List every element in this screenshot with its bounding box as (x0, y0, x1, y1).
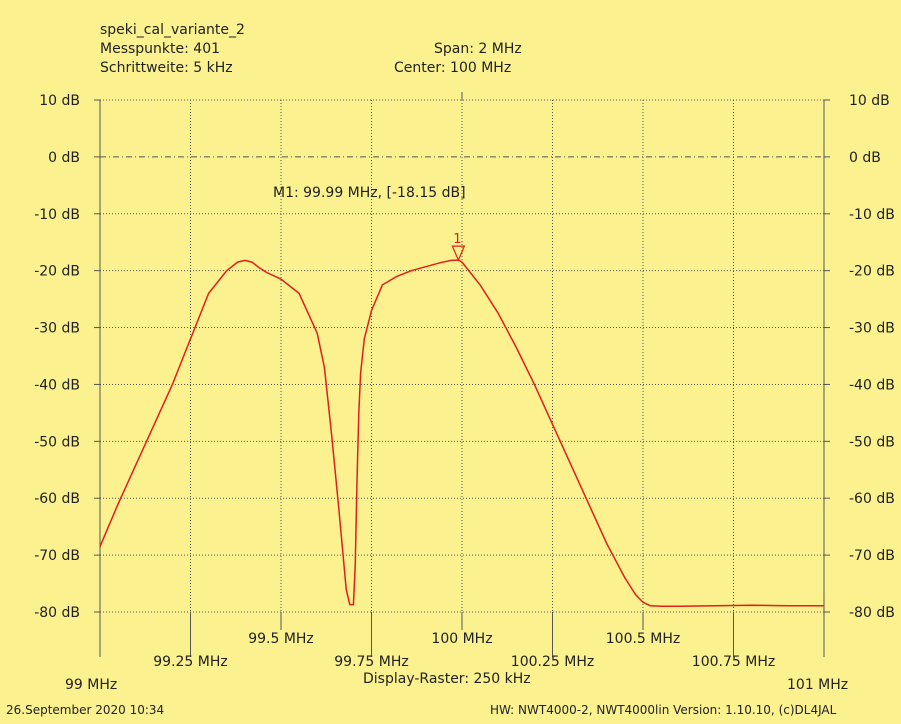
y-tick-label: 0 dB (48, 150, 80, 166)
center-label: Center: 100 MHz (394, 60, 512, 76)
trace-layer (99, 259, 824, 608)
measurement-points: Messpunkte: 401 (100, 41, 221, 57)
marker-triangle (451, 245, 466, 262)
y-tick-label: -20 dB (34, 264, 80, 280)
x-tick-label: 99.25 MHz (153, 654, 227, 670)
marker-number: 1 (453, 232, 461, 247)
y-tick-label: -10 dB (34, 207, 80, 223)
y-tick-label: 10 dB (39, 93, 80, 109)
x-tick-label: 100.75 MHz (692, 654, 775, 670)
y-tick-label: -60 dB (34, 491, 80, 507)
x-tick-label: 101 MHz (787, 677, 848, 693)
hardware-info: HW: NWT4000-2, NWT4000lin Version: 1.10.… (490, 703, 837, 717)
y-tick-label: -20 dB (849, 264, 895, 280)
marker-readout: M1: 99.99 MHz, [-18.15 dB] (273, 185, 466, 201)
y-tick-label: -50 dB (849, 434, 895, 450)
span-label: Span: 2 MHz (434, 41, 522, 57)
y-tick-label: -50 dB (34, 434, 80, 450)
y-tick-label: -80 dB (849, 605, 895, 621)
y-tick-label: -70 dB (849, 548, 895, 564)
y-tick-label: -80 dB (34, 605, 80, 621)
measurement-name: speki_cal_variante_2 (100, 22, 245, 38)
y-tick-label: -40 dB (34, 377, 80, 393)
y-tick-label: -30 dB (849, 321, 895, 337)
grid (100, 99, 824, 613)
x-tick-label: 99 MHz (65, 677, 117, 693)
y-tick-label: 10 dB (849, 93, 890, 109)
display-raster: Display-Raster: 250 kHz (363, 671, 531, 687)
y-tick-label: -60 dB (849, 491, 895, 507)
y-tick-label: -70 dB (34, 548, 80, 564)
y-tick-labels-right: 10 dB 0 dB -10 dB -20 dB -30 dB -40 dB -50 dB -… (849, 93, 895, 621)
x-tick-label: 100 MHz (431, 631, 492, 647)
y-tick-labels-left: 10 dB 0 dB -10 dB -20 dB -30 dB -40 dB -50 dB -… (34, 93, 80, 621)
trace-line (99, 259, 824, 608)
axes (94, 92, 830, 657)
x-tick-labels: 99 MHz 99.25 MHz 99.5 MHz 99.75 MHz 100 MHz 1… (65, 631, 848, 693)
marker-layer: 1 (451, 232, 466, 262)
y-tick-label: -40 dB (849, 377, 895, 393)
timestamp: 26.September 2020 10:34 (6, 703, 165, 717)
y-tick-label: -30 dB (34, 321, 80, 337)
measurement-step: Schrittweite: 5 kHz (100, 60, 233, 76)
x-tick-label: 100.25 MHz (511, 654, 594, 670)
x-tick-label: 99.5 MHz (248, 631, 314, 647)
y-tick-label: -10 dB (849, 207, 895, 223)
x-tick-label: 100.5 MHz (606, 631, 680, 647)
x-tick-label: 99.75 MHz (334, 654, 408, 670)
y-tick-label: 0 dB (849, 150, 881, 166)
